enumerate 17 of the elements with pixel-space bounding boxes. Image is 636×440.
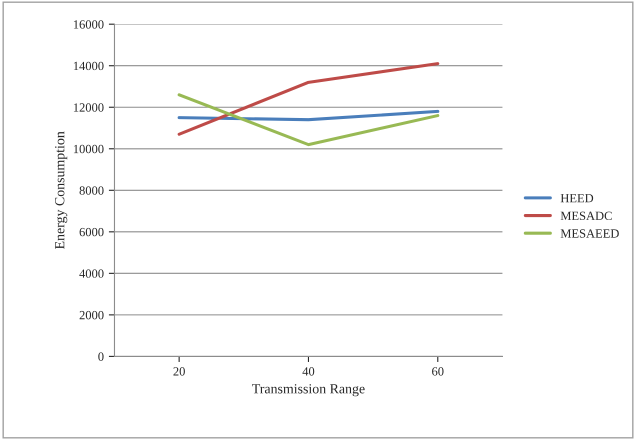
y-tick-label: 6000 <box>80 228 104 236</box>
x-axis-title: Transmission Range <box>252 384 365 396</box>
y-tick-label: 2000 <box>80 310 104 320</box>
legend-label: MESAEED <box>560 229 619 238</box>
y-tick-label: 16000 <box>74 20 104 29</box>
y-tick-label: 14000 <box>74 62 104 70</box>
x-tick-label: 40 <box>302 367 314 376</box>
y-tick-label: 8000 <box>80 186 104 195</box>
x-tick-label: 60 <box>432 367 444 376</box>
y-tick-label: 4000 <box>79 269 104 278</box>
legend-label: MESADC <box>560 212 612 220</box>
y-tick-label: 12000 <box>74 103 104 112</box>
y-tick-label: 10000 <box>74 144 104 154</box>
y-tick-label: 0 <box>98 352 104 361</box>
x-tick-label: 20 <box>173 367 185 376</box>
legend-label: HEED <box>560 194 594 202</box>
y-axis-title: Energy Consumption <box>55 131 68 249</box>
